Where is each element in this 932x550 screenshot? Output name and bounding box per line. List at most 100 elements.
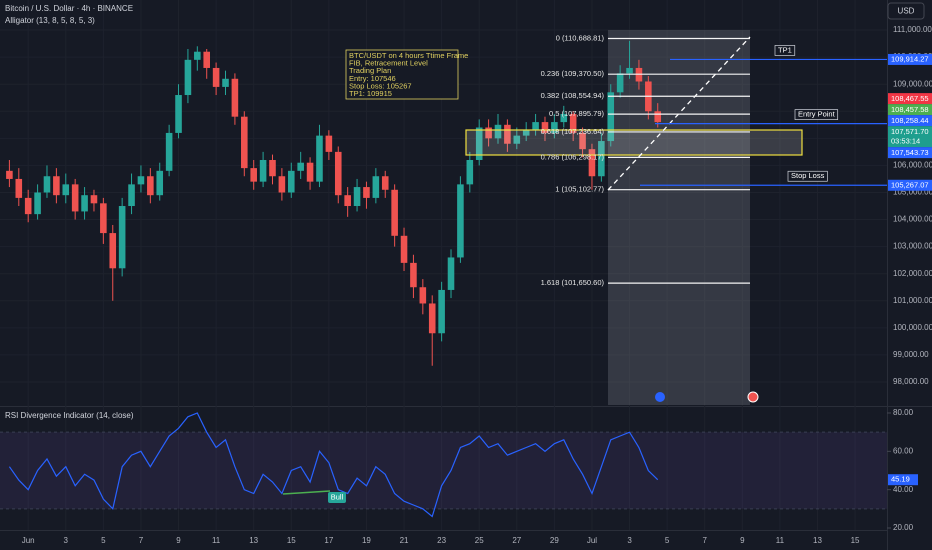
candle-body bbox=[447, 257, 455, 290]
fib-label: 1.618 (101,650.60) bbox=[541, 278, 605, 287]
candle-body bbox=[475, 127, 483, 160]
currency[interactable]: USD bbox=[898, 7, 915, 16]
x-tick-label: 29 bbox=[550, 536, 559, 545]
price-tag-label: 105,267.07 bbox=[891, 181, 929, 190]
candle-body bbox=[579, 132, 586, 150]
candle-body bbox=[485, 127, 492, 139]
entry-zone bbox=[465, 129, 803, 156]
note-line: Stop Loss: 105267 bbox=[349, 81, 412, 90]
price-tag bbox=[888, 115, 932, 127]
fib-levels: 0 (110,688.81) 0.236 (109,370.50) 0.382 (1… bbox=[541, 33, 750, 287]
note-line: Trading Plan bbox=[349, 66, 391, 75]
price-tag-label: 109,914.27 bbox=[891, 55, 929, 64]
candle-body bbox=[532, 122, 539, 131]
symbol: Bitcoin / U.S. Dollar · 4h · BINANCE bbox=[5, 4, 133, 13]
price-tags: 109,914.27 108,467.55 108,457.58 108,258.44… bbox=[888, 53, 932, 191]
x-tick-label: 19 bbox=[362, 536, 371, 545]
rsi-tag-label: 45.19 bbox=[891, 475, 910, 484]
fib-label: 0.618 (107,236.64) bbox=[541, 127, 605, 136]
candle-body bbox=[15, 178, 23, 198]
rsi-line bbox=[8, 412, 659, 518]
candle-body bbox=[156, 170, 164, 196]
y-tick-label: 103,000.00 bbox=[893, 242, 932, 251]
candle-body bbox=[165, 132, 173, 171]
candle-body bbox=[626, 67, 633, 74]
target-name: Entry Point bbox=[798, 110, 836, 119]
x-tick-label: 3 bbox=[627, 536, 632, 545]
candle-body bbox=[278, 176, 286, 193]
candle-body bbox=[81, 195, 88, 212]
candle-body bbox=[90, 195, 98, 204]
x-tick-label: 27 bbox=[512, 536, 521, 545]
y-tick-label: 102,000.00 bbox=[893, 269, 932, 278]
fib-label: 1 (105,102.77) bbox=[555, 185, 604, 194]
x-tick-label: 3 bbox=[64, 536, 69, 545]
y-tick-label: 101,000.00 bbox=[893, 296, 932, 305]
y-tick-label: 99,000.00 bbox=[893, 350, 929, 359]
y-tick-label: 109,000.00 bbox=[893, 79, 932, 88]
price-tag-label: 108,467.55 bbox=[891, 94, 929, 103]
x-tick-label: 9 bbox=[740, 536, 745, 545]
flag-icon[interactable] bbox=[747, 391, 759, 403]
x-tick-label: 11 bbox=[212, 536, 221, 545]
candle-body bbox=[175, 95, 182, 133]
candle-body bbox=[513, 135, 521, 144]
divergence-label: Bull bbox=[331, 492, 344, 501]
x-tick-label: 21 bbox=[400, 536, 409, 545]
candle-body bbox=[334, 151, 342, 196]
fib-label: 0.786 (106,298.17) bbox=[541, 152, 605, 161]
candle-body bbox=[598, 141, 605, 177]
target-name: Stop Loss bbox=[791, 171, 825, 180]
x-tick-label: 7 bbox=[139, 536, 144, 545]
candle-body bbox=[494, 124, 502, 139]
price-tag bbox=[888, 93, 932, 105]
y-tick-label: 104,000.00 bbox=[893, 215, 932, 224]
x-tick-label: 15 bbox=[287, 536, 296, 545]
candle-body bbox=[241, 116, 248, 169]
candle-body bbox=[607, 92, 615, 142]
candle-body bbox=[457, 184, 464, 258]
countdown: 03:53:14 bbox=[891, 137, 920, 146]
rsi-band bbox=[0, 432, 887, 509]
candle-body bbox=[109, 233, 117, 269]
fib-label: 0.382 (108,554.94) bbox=[541, 91, 605, 100]
candle-body bbox=[522, 130, 530, 136]
candle-body bbox=[147, 176, 154, 196]
event-icon[interactable] bbox=[655, 392, 665, 402]
price-tag bbox=[888, 104, 932, 116]
candle-body bbox=[250, 168, 257, 182]
candle-body bbox=[43, 176, 51, 193]
x-tick-label: 7 bbox=[702, 536, 707, 545]
candle-body bbox=[62, 184, 70, 196]
candle-body bbox=[269, 159, 276, 177]
candle-body bbox=[391, 189, 398, 236]
candle-body bbox=[71, 184, 79, 212]
candle-body bbox=[194, 51, 201, 60]
candle-body bbox=[316, 135, 323, 182]
y-tick-label: 105,000.00 bbox=[893, 188, 932, 197]
price-tag-label: 107,543.73 bbox=[891, 148, 929, 157]
rsi-tick-label: 20.00 bbox=[893, 523, 914, 532]
y-tick-label: 106,000.00 bbox=[893, 161, 932, 170]
note-line: BTC/USDT on 4 hours Ttime Frame bbox=[349, 51, 468, 60]
currency-button[interactable] bbox=[887, 2, 925, 20]
candle-body bbox=[588, 149, 596, 177]
x-tick-label: 13 bbox=[813, 536, 822, 545]
rsi-tick-label: 60.00 bbox=[893, 446, 914, 455]
candle-body bbox=[551, 122, 558, 133]
candle-body bbox=[231, 78, 239, 117]
targets: TP1 Entry Point Stop Loss bbox=[640, 45, 887, 186]
candle-body bbox=[363, 187, 370, 198]
note-line: Entry: 107546 bbox=[349, 74, 396, 83]
fib-label: 0 (110,688.81) bbox=[556, 33, 605, 42]
divergence-box bbox=[328, 492, 346, 503]
candle-body bbox=[184, 59, 192, 96]
x-tick-label: 17 bbox=[324, 536, 333, 545]
candle-body bbox=[410, 262, 417, 288]
candle-body bbox=[287, 170, 295, 193]
candle-body bbox=[569, 113, 577, 133]
rsi-tick-label: 80.00 bbox=[893, 408, 914, 417]
price-tag bbox=[888, 147, 932, 159]
candle-body bbox=[203, 51, 211, 68]
